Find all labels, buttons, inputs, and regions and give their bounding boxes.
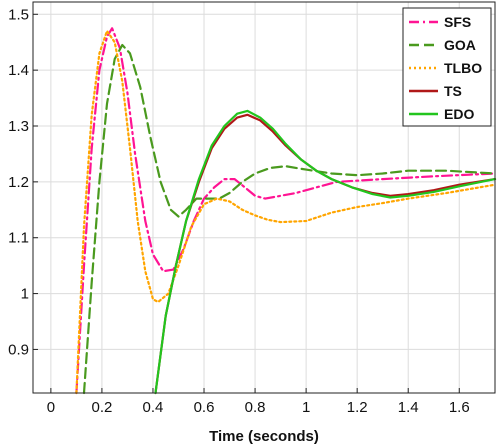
x-tick-label: 1 [302,399,310,416]
legend-label-goa: GOA [444,37,476,53]
legend-label-ts: TS [444,83,462,99]
x-tick-label: 1.2 [347,399,368,416]
x-tick-label: 1.4 [398,399,419,416]
legend-box [402,7,492,127]
y-tick-label: 1.4 [8,62,29,79]
y-tick-label: 1.5 [8,6,29,23]
y-tick-label: 1.3 [8,118,29,135]
x-tick-label: 0.4 [143,399,164,416]
x-axis-ticks: 0 0.2 0.4 0.6 0.8 1 1.2 1.4 1.6 [47,388,470,416]
x-tick-label: 0 [47,399,55,416]
legend-label-sfs: SFS [444,14,471,30]
x-tick-label: 0.2 [91,399,112,416]
series-line-sfs [75,27,497,395]
x-tick-label: 1.6 [449,399,470,416]
y-tick-label: 1.1 [8,230,29,247]
legend: SFS GOA TLBO TS EDO [402,7,492,127]
x-tick-label: 0.8 [245,399,266,416]
legend-label-edo: EDO [444,106,474,122]
plot-frame [32,1,496,394]
series-line-tlbo [75,29,497,395]
series-line-edo [154,109,497,395]
x-tick-label: 0.6 [194,399,215,416]
y-tick-label: 1.2 [8,174,29,191]
x-axis-title: Time (seconds) [209,428,319,445]
legend-label-tlbo: TLBO [444,60,482,76]
y-tick-label: 0.9 [8,341,29,358]
series-lines [75,27,497,395]
y-axis-ticks: 0.9 1 1.1 1.2 1.3 1.4 1.5 [8,6,38,358]
y-tick-label: 1 [21,286,29,303]
